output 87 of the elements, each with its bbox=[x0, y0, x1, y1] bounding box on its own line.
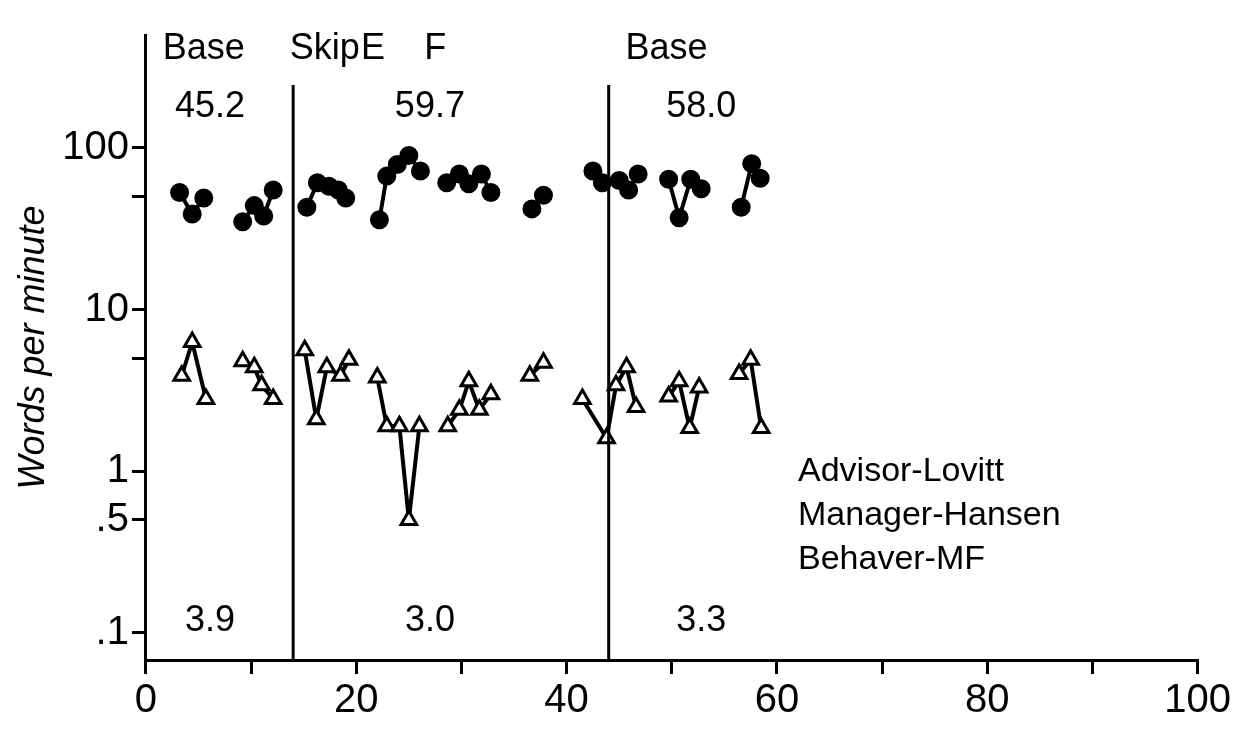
point bbox=[750, 168, 770, 188]
x-tick-label: 0 bbox=[134, 676, 158, 721]
point bbox=[459, 370, 479, 388]
point bbox=[628, 164, 648, 184]
point bbox=[751, 417, 771, 435]
point bbox=[410, 161, 430, 181]
point bbox=[731, 197, 751, 217]
y-tick-label: .5 bbox=[95, 494, 129, 539]
point bbox=[377, 166, 397, 186]
annotation: 3.0 bbox=[404, 598, 455, 640]
point bbox=[669, 370, 689, 388]
point bbox=[196, 388, 216, 405]
x-tick-label: 100 bbox=[1164, 676, 1232, 721]
point bbox=[339, 349, 359, 366]
point bbox=[399, 145, 419, 165]
x-tick-label: 40 bbox=[544, 676, 589, 721]
point bbox=[254, 206, 274, 226]
y-tick-label: 1 bbox=[106, 446, 129, 491]
point bbox=[742, 154, 762, 174]
point bbox=[297, 197, 317, 217]
y-tick-label: 100 bbox=[62, 123, 129, 168]
annotation: 45.2 bbox=[175, 83, 246, 125]
annotation: F bbox=[424, 25, 447, 67]
annotation: 58.0 bbox=[666, 83, 737, 125]
point bbox=[522, 199, 542, 219]
point bbox=[617, 356, 636, 374]
y-tick-label: .1 bbox=[95, 607, 129, 652]
point bbox=[172, 365, 191, 382]
annotation: 59.7 bbox=[394, 83, 465, 125]
point bbox=[680, 417, 699, 435]
point bbox=[450, 399, 469, 416]
point bbox=[410, 415, 429, 433]
point bbox=[729, 363, 749, 380]
x-tick-label: 20 bbox=[334, 676, 379, 721]
point bbox=[534, 352, 553, 369]
point bbox=[233, 350, 252, 368]
point bbox=[438, 415, 458, 433]
y-axis-title: Words per minute bbox=[10, 205, 52, 490]
x-tick-label: 60 bbox=[754, 676, 800, 721]
point bbox=[689, 376, 709, 394]
annotation: 3.3 bbox=[676, 598, 727, 640]
point bbox=[182, 331, 202, 349]
point bbox=[619, 180, 639, 200]
point bbox=[606, 374, 626, 392]
point bbox=[626, 396, 646, 413]
annotation: 3.9 bbox=[185, 598, 236, 640]
point bbox=[520, 365, 540, 382]
x-tick-label: 80 bbox=[965, 676, 1010, 721]
annotation: Base bbox=[162, 25, 245, 67]
point bbox=[471, 164, 491, 184]
point bbox=[233, 212, 253, 232]
point bbox=[399, 509, 419, 526]
point bbox=[336, 188, 356, 208]
point bbox=[573, 388, 592, 405]
point bbox=[182, 204, 202, 224]
point bbox=[481, 183, 501, 203]
point bbox=[533, 185, 553, 205]
point bbox=[369, 210, 389, 230]
point bbox=[659, 386, 678, 403]
point bbox=[252, 374, 271, 392]
point bbox=[368, 367, 387, 384]
annotation: Advisor-Lovitt bbox=[797, 449, 1005, 488]
point bbox=[244, 356, 264, 374]
point bbox=[170, 183, 190, 203]
point bbox=[470, 399, 489, 416]
point bbox=[459, 174, 479, 194]
point bbox=[741, 349, 760, 366]
point bbox=[387, 155, 407, 175]
annotation: Skip bbox=[289, 25, 360, 67]
point bbox=[331, 365, 350, 382]
annotation: Behaver-MF bbox=[797, 537, 986, 576]
y-tick-label: 10 bbox=[84, 284, 129, 329]
point bbox=[307, 408, 326, 426]
point bbox=[390, 415, 409, 433]
point bbox=[295, 339, 315, 357]
point bbox=[669, 208, 689, 228]
annotation: E bbox=[361, 25, 386, 67]
point bbox=[437, 173, 457, 193]
point bbox=[481, 383, 501, 401]
point bbox=[659, 169, 679, 189]
point bbox=[317, 356, 337, 374]
point bbox=[263, 180, 283, 200]
annotation: Manager-Hansen bbox=[797, 493, 1061, 532]
point bbox=[263, 388, 283, 405]
annotation: Base bbox=[625, 25, 708, 67]
point bbox=[691, 179, 711, 199]
point bbox=[194, 188, 214, 208]
